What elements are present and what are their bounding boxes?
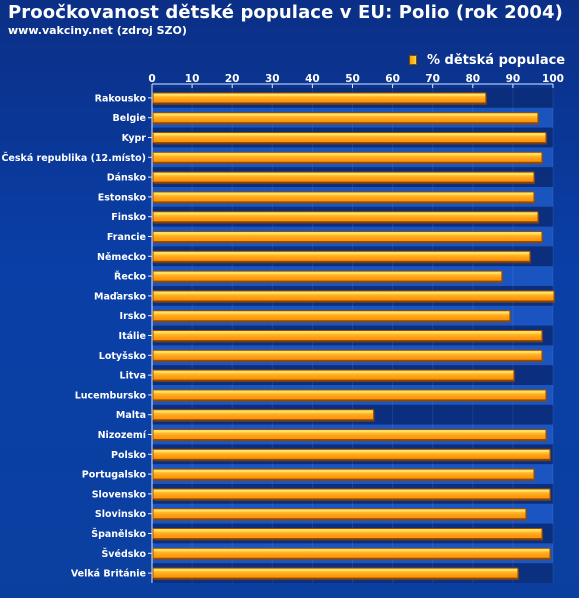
bar — [152, 409, 375, 421]
x-tick-label: 70 — [425, 73, 440, 85]
bar-highlight — [154, 133, 545, 136]
bar — [152, 448, 551, 460]
bar — [152, 92, 487, 104]
bar — [152, 567, 519, 579]
x-tick-label: 60 — [385, 73, 400, 85]
bar — [152, 547, 551, 559]
category-label: Itálie — [119, 331, 146, 342]
category-label: Belgie — [113, 113, 146, 124]
legend-label: % dětská populace — [427, 52, 566, 68]
chart-title: Proočkovanost dětské populace v EU: Poli… — [8, 2, 563, 23]
bar-highlight — [154, 450, 549, 453]
bar — [152, 171, 535, 183]
category-label: Irsko — [120, 311, 147, 322]
bar-highlight — [154, 331, 541, 334]
bar — [152, 231, 543, 242]
category-label: Nizozemí — [98, 430, 147, 441]
bar-highlight — [154, 212, 537, 215]
category-label: Slovensko — [92, 489, 147, 500]
category-label: Malta — [116, 410, 146, 421]
bar-highlight — [154, 272, 501, 275]
x-tick-label: 100 — [542, 73, 564, 85]
bar-highlight — [154, 390, 545, 393]
category-label: Španělsko — [91, 528, 146, 540]
chart-subtitle: www.vakciny.net (zdroj SZO) — [8, 24, 187, 37]
category-label: Kypr — [122, 133, 147, 144]
bar — [152, 290, 555, 302]
category-label: Portugalsko — [82, 470, 147, 481]
category-label: Slovinsko — [95, 509, 147, 520]
bar — [152, 330, 543, 341]
bar — [152, 349, 543, 361]
category-label: Česká republika (12.místo) — [1, 152, 146, 164]
x-tick-label: 0 — [148, 73, 155, 85]
bar — [152, 151, 543, 163]
bar — [152, 508, 527, 520]
category-label: Maďarsko — [94, 291, 146, 302]
x-tick-label: 30 — [265, 73, 280, 85]
chart-legend: % dětská populace — [409, 51, 565, 69]
legend-swatch — [409, 55, 417, 65]
bar — [152, 429, 547, 440]
x-tick-label: 20 — [225, 73, 240, 85]
x-tick-label: 40 — [305, 73, 320, 85]
bar-highlight — [154, 311, 509, 314]
category-label: Řecko — [114, 271, 146, 283]
bar — [152, 468, 535, 480]
bar-highlight — [154, 291, 553, 294]
bar-highlight — [154, 470, 533, 473]
x-tick-label: 10 — [185, 73, 200, 85]
bar-highlight — [154, 371, 513, 374]
bar-highlight — [154, 113, 537, 116]
bar — [152, 310, 511, 322]
category-label: Velká Británie — [71, 569, 146, 580]
category-label: Švédsko — [101, 548, 146, 560]
bar-highlight — [154, 430, 545, 433]
bar-highlight — [154, 529, 541, 532]
x-tick-label: 50 — [345, 73, 360, 85]
bar-highlight — [154, 252, 529, 255]
bar-highlight — [154, 232, 541, 235]
category-label: Estonsko — [98, 192, 147, 203]
bar — [152, 270, 503, 282]
x-tick-label: 80 — [465, 73, 480, 85]
bar — [152, 389, 547, 401]
category-label: Finsko — [111, 212, 146, 223]
bar — [152, 250, 531, 262]
bar-highlight — [154, 569, 517, 572]
category-label: Lucembursko — [75, 390, 147, 401]
bar-highlight — [154, 192, 533, 195]
category-label: Dánsko — [107, 173, 147, 184]
bar — [152, 132, 547, 143]
bar — [152, 488, 551, 500]
bar — [152, 211, 539, 223]
bar-highlight — [154, 173, 533, 176]
bar-highlight — [154, 93, 485, 96]
bar-highlight — [154, 153, 541, 156]
bar — [152, 369, 515, 381]
bar-highlight — [154, 549, 549, 552]
category-label: Francie — [107, 232, 146, 243]
category-label: Litva — [120, 371, 146, 382]
bar-highlight — [154, 351, 541, 354]
bar-highlight — [154, 509, 525, 512]
bar-highlight — [154, 410, 373, 413]
category-label: Rakousko — [95, 93, 147, 104]
x-tick-label: 90 — [506, 73, 521, 85]
bar-highlight — [154, 489, 549, 492]
category-label: Německo — [97, 252, 146, 263]
category-label: Polsko — [111, 450, 146, 461]
bar — [152, 528, 543, 539]
bar — [152, 191, 535, 203]
bar — [152, 112, 539, 124]
category-label: Lotyšsko — [99, 351, 147, 362]
